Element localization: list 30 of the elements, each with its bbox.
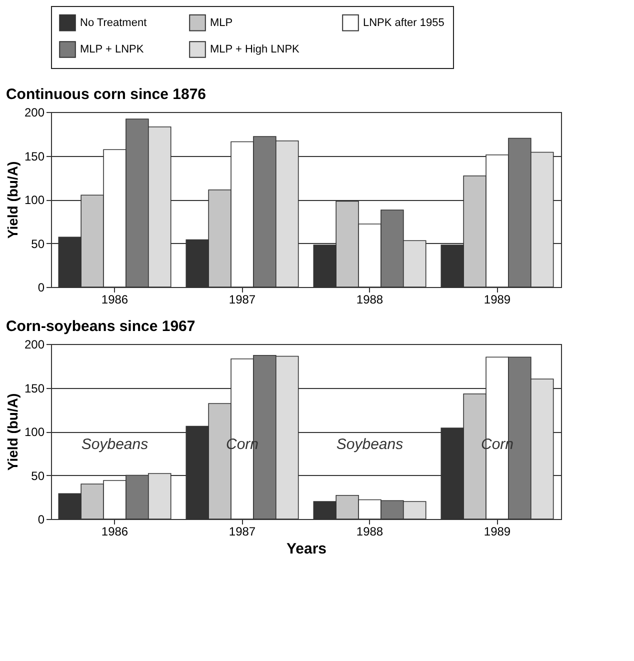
y-tick-label: 0 — [38, 280, 45, 294]
y-axis-title: Yield (bu/A) — [4, 161, 20, 239]
y-tick-label: 50 — [31, 236, 45, 251]
x-tick-label: 1989 — [484, 524, 511, 538]
annotation: Soybeans — [81, 436, 149, 453]
y-tick-label: 100 — [24, 425, 45, 439]
legend-label: MLP — [210, 16, 233, 29]
y-tick-label: 100 — [24, 193, 45, 207]
chart-title: Corn-soybeans since 1967 — [6, 318, 196, 335]
x-tick-label: 1986 — [101, 292, 128, 306]
chart-title: Continuous corn since 1876 — [6, 86, 206, 103]
legend-label: MLP + LNPK — [80, 44, 144, 56]
x-tick-label: 1987 — [228, 524, 256, 538]
y-tick-label: 200 — [24, 106, 45, 120]
x-tick-label: 1988 — [356, 292, 384, 306]
y-tick-label: 50 — [31, 468, 45, 483]
y-tick-label: 150 — [24, 149, 45, 164]
legend-label: MLP + High LNPK — [210, 44, 300, 56]
x-tick-label: 1986 — [101, 524, 128, 538]
legend-label: LNPK after 1955 — [363, 16, 444, 29]
y-axis-title: Yield (bu/A) — [4, 393, 20, 471]
x-tick-label: 1989 — [484, 292, 511, 306]
annotation: Soybeans — [336, 436, 404, 453]
y-tick-label: 200 — [24, 338, 45, 352]
y-tick-label: 0 — [38, 512, 45, 526]
x-axis-title: Years — [286, 540, 327, 558]
x-tick-label: 1988 — [356, 524, 384, 538]
y-tick-label: 150 — [24, 381, 45, 396]
x-tick-label: 1987 — [228, 292, 256, 306]
legend-label: No Treatment — [80, 16, 147, 29]
